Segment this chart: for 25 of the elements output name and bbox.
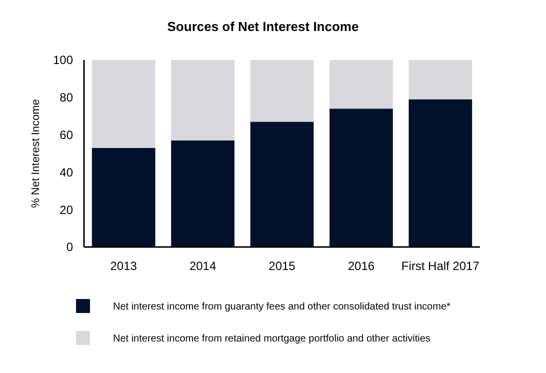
y-tick-label: 80: [60, 90, 74, 105]
x-tick-label: First Half 2017: [401, 259, 480, 273]
y-tick-label: 100: [52, 53, 74, 68]
y-tick-label: 20: [60, 202, 74, 217]
y-tick-label: 60: [60, 128, 74, 142]
x-tick-label: 2015: [268, 259, 296, 273]
x-tick-label: 2014: [189, 259, 216, 273]
x-tick-label: 2016: [348, 259, 375, 273]
y-axis-title: % Net Interest Income: [30, 99, 42, 208]
bar: [92, 60, 156, 148]
bar: [330, 60, 393, 109]
chart-title: Sources of Net Interest Income: [167, 19, 359, 34]
bar: [408, 60, 472, 100]
bar: [408, 99, 472, 247]
legend-label: Net interest income from guaranty fees and other consolidated trust income*: [113, 302, 451, 312]
x-tick-label: 2013: [110, 259, 138, 273]
legend-label: Net interest income from retained mortgage portfolio and other activities: [113, 334, 430, 344]
bar: [330, 108, 393, 247]
y-tick-label: 0: [66, 240, 74, 254]
bar: [250, 122, 314, 247]
bar: [250, 60, 314, 122]
y-tick-label: 40: [60, 165, 74, 180]
bar: [92, 148, 156, 247]
bar: [171, 140, 234, 247]
bar: [171, 60, 234, 140]
